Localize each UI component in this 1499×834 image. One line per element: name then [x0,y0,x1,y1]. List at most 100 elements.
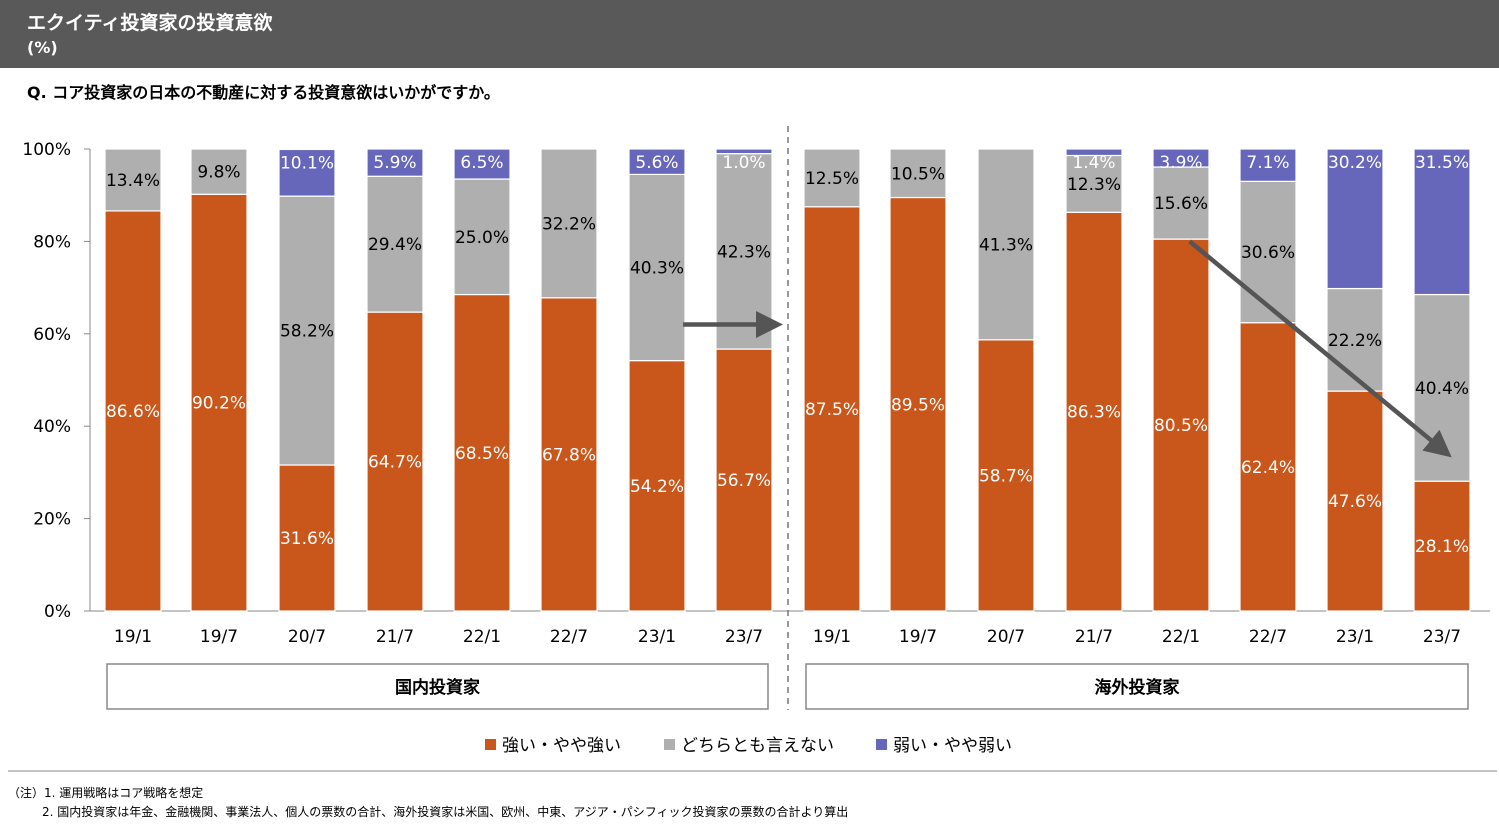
data-label-weak: 5.9% [373,153,416,173]
bar-segment-neutral [628,173,686,362]
footnote-2: 2. 国内投資家は年金、金融機関、事業法人、個人の票数の合計、海外投資家は米国、… [42,805,849,819]
data-label-strong: 80.5% [1154,416,1208,436]
bar-segment-weak [1152,148,1210,168]
data-label-neutral: 25.0% [455,228,509,248]
data-label-neutral: 40.4% [1415,379,1469,399]
data-label-neutral: 30.6% [1241,243,1295,263]
data-label-weak: 7.1% [1246,153,1289,173]
legend-label-strong: 強い・やや強い [502,736,621,756]
legend-swatch-weak [876,739,887,750]
data-label-neutral: 15.6% [1154,194,1208,214]
bar-segment-strong [1152,238,1210,612]
data-label-strong: 64.7% [368,453,422,473]
x-tick-label: 21/7 [1075,627,1113,647]
data-label-strong: 47.6% [1328,492,1382,512]
x-tick-label: 20/7 [987,627,1025,647]
data-label-weak: 1.0% [722,153,765,173]
bar-segment-strong [190,193,248,612]
data-label-strong: 89.5% [891,395,945,415]
bar-segment-weak [628,148,686,176]
data-label-neutral: 12.5% [805,169,859,189]
data-label-strong: 62.4% [1241,458,1295,478]
bar-segment-neutral [540,148,598,299]
data-label-neutral: 10.5% [891,164,945,184]
x-tick-label: 23/1 [1336,627,1374,647]
bar-segment-weak [1413,148,1471,296]
bar-segment-strong [889,196,947,612]
bar-segment-weak [1239,148,1297,182]
bar-segment-strong [104,210,162,612]
data-label-weak: 10.1% [280,153,334,173]
x-tick-label: 19/1 [114,627,152,647]
x-tick-label: 23/1 [638,627,676,647]
bar-segment-weak [1326,148,1384,290]
data-label-strong: 67.8% [542,445,596,465]
question-text: Q. コア投資家の日本の不動産に対する投資意欲はいかがですか。 [27,83,500,102]
data-label-strong: 56.7% [717,471,771,491]
data-label-weak: 1.4% [1072,153,1115,173]
bar-segment-neutral [889,148,947,199]
data-label-neutral: 9.8% [197,163,240,183]
x-tick-label: 22/1 [463,627,501,647]
bar-segment-neutral [104,148,162,212]
header-bar: エクイティ投資家の投資意欲 (%) [0,0,1499,68]
x-tick-label: 22/7 [550,627,588,647]
data-label-neutral: 41.3% [979,235,1033,255]
data-label-neutral: 40.3% [630,259,684,279]
data-label-strong: 28.1% [1415,537,1469,557]
x-tick-label: 19/1 [813,627,851,647]
bar-segment-neutral [1065,154,1123,213]
x-tick-label: 23/7 [725,627,763,647]
data-label-neutral: 58.2% [280,322,334,342]
y-tick-label: 40% [33,417,71,437]
legend: 強い・やや強い どちらとも言えない 弱い・やや弱い [0,731,1499,756]
bar-segment-strong [453,293,511,612]
data-label-strong: 86.3% [1067,403,1121,423]
bar-segment-weak [715,148,773,155]
data-label-strong: 86.6% [106,402,160,422]
x-tick-label: 19/7 [899,627,937,647]
footnote-1: （注）1. 運用戦略はコア戦略を想定 [8,786,204,800]
bar-segment-neutral [803,148,861,208]
bar-segment-strong [366,311,424,612]
data-label-strong: 54.2% [630,477,684,497]
bar-segment-neutral [366,175,424,313]
x-tick-label: 20/7 [288,627,326,647]
bar-segment-neutral [1239,180,1297,324]
data-label-strong: 90.2% [192,394,246,414]
x-tick-label: 21/7 [376,627,414,647]
data-label-neutral: 42.3% [717,242,771,262]
group-label: 海外投資家 [1095,677,1180,698]
unit-label: (%) [27,38,58,57]
trend-arrow [1188,239,1452,458]
bar-segment-strong [715,348,773,612]
data-label-strong: 58.7% [979,466,1033,486]
bar-segment-neutral [977,148,1035,341]
data-label-strong: 31.6% [280,529,334,549]
bar-segment-strong [1326,390,1384,612]
legend-swatch-neutral [664,739,675,750]
bar-segment-weak [453,148,511,180]
bar-segment-weak [1065,148,1123,157]
legend-swatch-strong [485,739,496,750]
bar-segment-neutral [190,148,248,195]
bar-segment-strong [628,359,686,612]
y-tick-label: 20% [33,510,71,530]
data-label-neutral: 13.4% [106,171,160,191]
group-label: 国内投資家 [395,677,480,698]
data-label-neutral: 22.2% [1328,331,1382,351]
x-tick-label: 19/7 [200,627,238,647]
legend-label-neutral: どちらとも言えない [681,736,834,756]
data-label-weak: 5.6% [635,153,678,173]
bar-segment-strong [1239,322,1297,612]
x-tick-label: 22/7 [1249,627,1287,647]
y-tick-label: 60% [33,325,71,345]
legend-item-neutral: どちらとも言えない [664,731,834,756]
data-label-weak: 6.5% [460,153,503,173]
bar-segment-weak [278,148,336,197]
page-title: エクイティ投資家の投資意欲 [27,12,273,34]
y-tick-label: 0% [44,602,71,622]
x-tick-label: 23/7 [1423,627,1461,647]
legend-item-strong: 強い・やや強い [485,731,621,756]
